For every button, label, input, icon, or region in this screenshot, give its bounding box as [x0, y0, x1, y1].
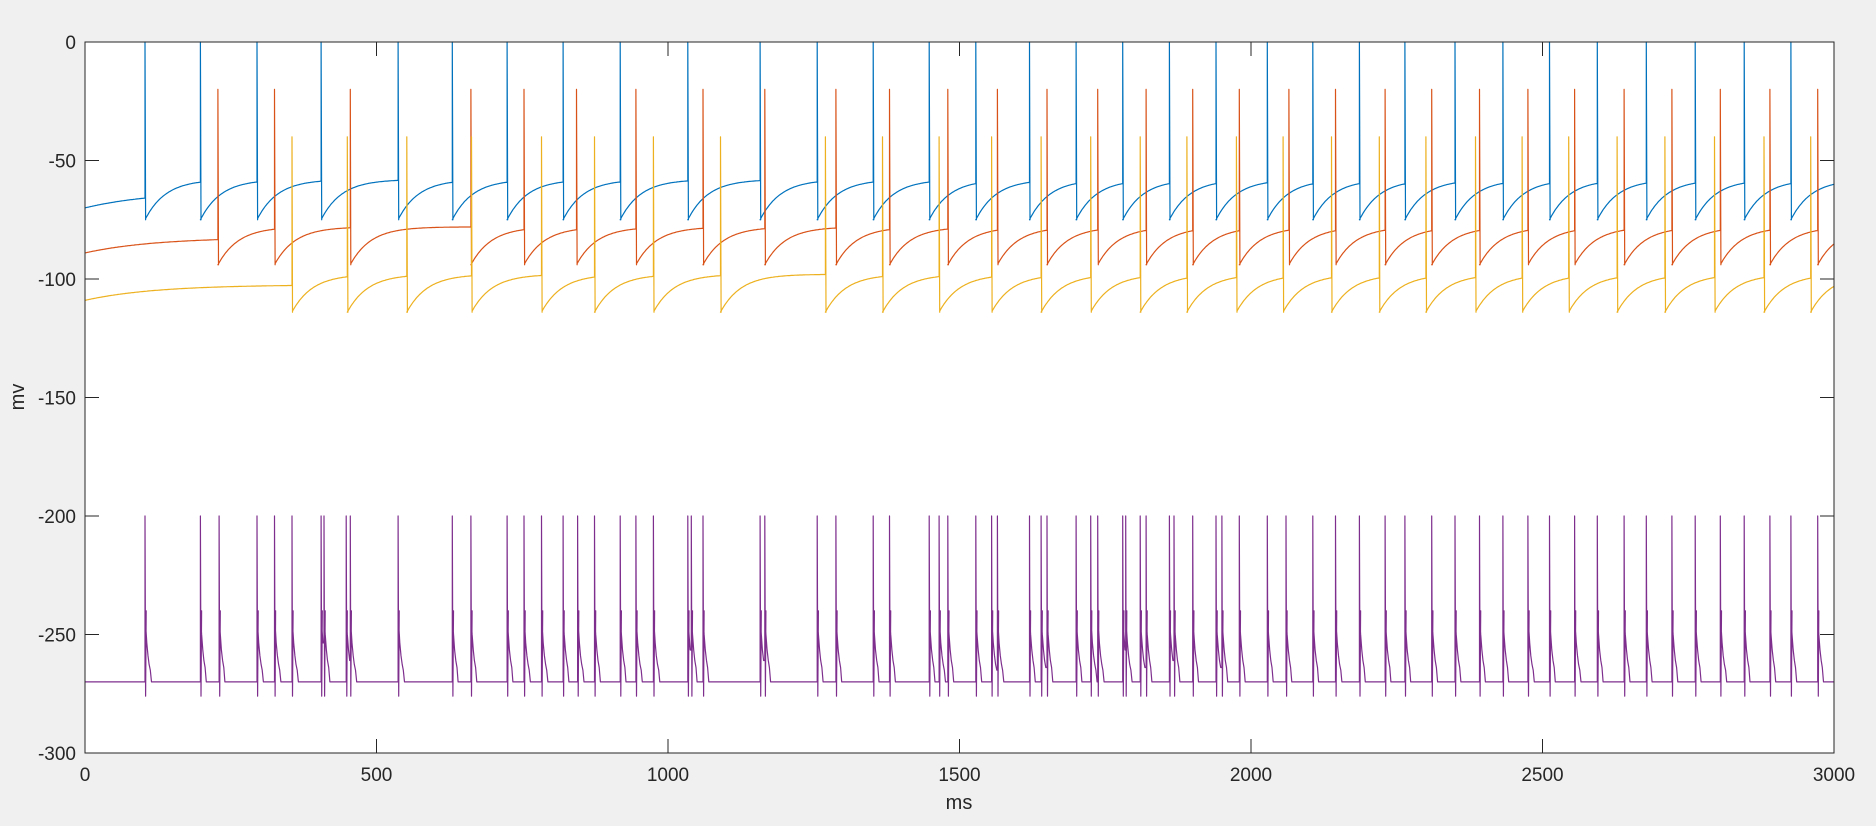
x-tick-label: 3000	[1813, 765, 1855, 786]
y-tick-label: 0	[65, 33, 76, 54]
y-axis-label: mv	[7, 384, 29, 411]
series-line	[85, 515, 1834, 697]
y-tick-label: -150	[38, 389, 76, 410]
x-tick-label: 2500	[1521, 765, 1563, 786]
x-tick-label: 500	[361, 765, 393, 786]
x-axis-label: ms	[946, 792, 973, 814]
y-tick-label: -200	[38, 507, 76, 528]
x-tick-label: 1500	[938, 765, 980, 786]
series-line	[84, 136, 1835, 313]
y-tick-label: -100	[38, 270, 76, 291]
x-tick-label: 2000	[1230, 765, 1272, 786]
x-tick-label: 0	[80, 765, 91, 786]
y-tick-label: -300	[38, 744, 76, 765]
series-line	[84, 41, 1835, 221]
plot-area	[85, 42, 1834, 753]
axis-ticks: 0 500 1000 1500 2000 2500 3000 -300 -250 -200 -150…	[38, 33, 1855, 786]
y-tick-label: -250	[38, 626, 76, 647]
series-group	[84, 41, 1835, 697]
x-tick-label: 1000	[647, 765, 689, 786]
y-tick-label: -50	[49, 152, 76, 173]
series-line	[84, 88, 1835, 266]
